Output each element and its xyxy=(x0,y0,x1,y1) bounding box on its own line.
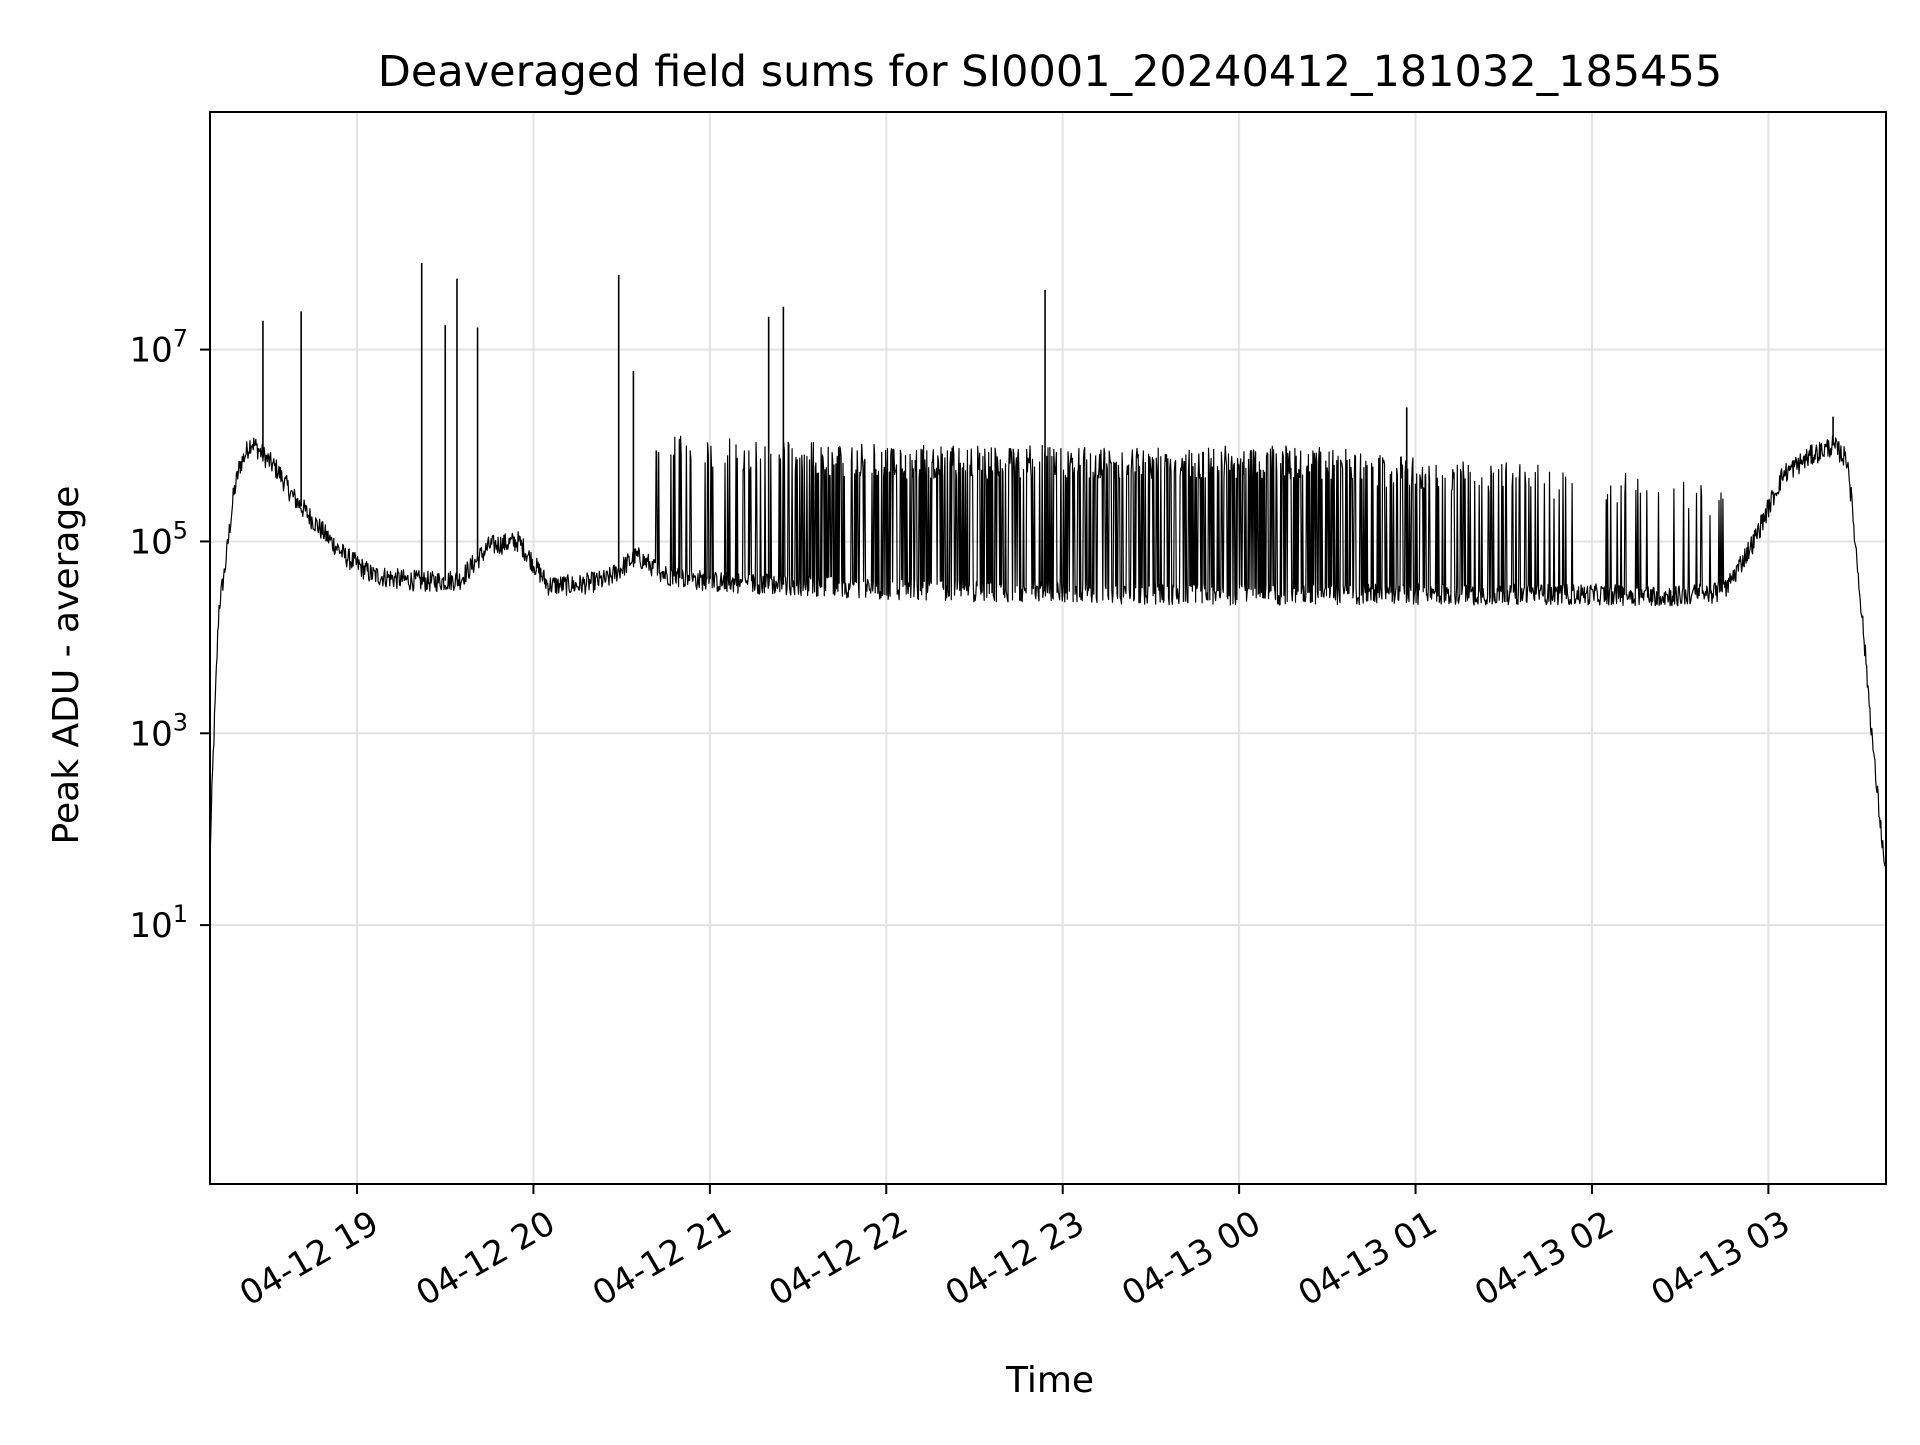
x-tick-label: 04-12 21 xyxy=(586,1203,738,1314)
x-tick-label: 04-13 00 xyxy=(1115,1203,1267,1314)
x-tick-label: 04-12 23 xyxy=(939,1203,1091,1314)
chart-title: Deaveraged field sums for SI0001_2024041… xyxy=(378,47,1723,97)
y-tick-label: 107 xyxy=(129,325,188,371)
y-tick-label: 103 xyxy=(129,708,188,754)
y-axis-title: Peak ADU - average xyxy=(46,486,87,845)
x-tick-label: 04-13 02 xyxy=(1468,1203,1620,1314)
x-tick-label: 04-12 22 xyxy=(762,1203,914,1314)
x-axis-title: Time xyxy=(1005,1360,1094,1401)
series-line xyxy=(209,435,1887,875)
y-axis: 101 103 105 107 xyxy=(129,325,210,946)
x-axis: 04-12 19 04-12 20 04-12 21 04-12 22 04-12 23… xyxy=(233,1184,1797,1314)
x-tick-label: 04-13 03 xyxy=(1644,1203,1796,1314)
plot-frame xyxy=(209,111,1887,1185)
x-tick-label: 04-12 19 xyxy=(233,1203,385,1314)
x-tick-label: 04-12 20 xyxy=(410,1203,562,1314)
plot-area xyxy=(209,262,1887,875)
y-tick-label: 101 xyxy=(129,900,188,946)
x-tick-label: 04-13 01 xyxy=(1292,1203,1444,1314)
y-tick-label: 105 xyxy=(129,516,188,562)
grid xyxy=(210,112,1886,1184)
